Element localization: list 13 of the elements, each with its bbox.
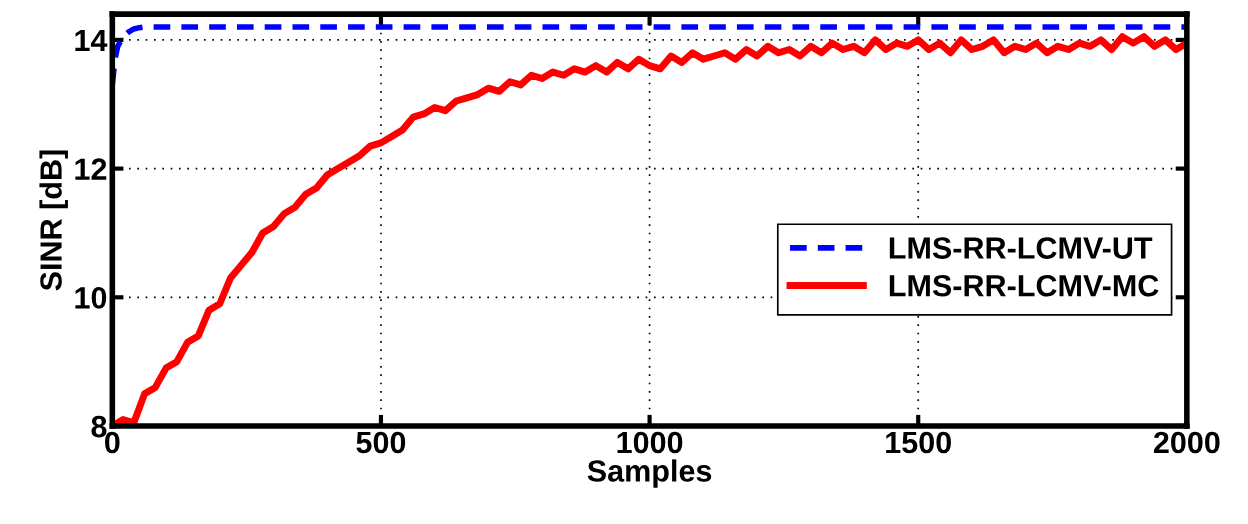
legend-label: LMS-RR-LCMV-UT	[889, 237, 1153, 259]
x-tick-label: 500	[356, 431, 406, 454]
y-tick-label: 8	[91, 415, 107, 438]
x-tick-label: 1000	[617, 431, 683, 454]
y-tick-label: 12	[75, 158, 107, 180]
x-tick-label: 0	[105, 431, 120, 454]
x-tick-label: 1500	[886, 431, 951, 454]
legend-label: LMS-RR-LCMV-MC	[889, 274, 1159, 297]
y-axis-title: SINR [dB]	[39, 150, 68, 291]
x-tick-label: 2000	[1153, 431, 1220, 454]
y-tick-label: 14	[75, 29, 108, 51]
y-tick-label: 10	[75, 287, 107, 309]
x-axis-title: Samples	[587, 459, 712, 488]
